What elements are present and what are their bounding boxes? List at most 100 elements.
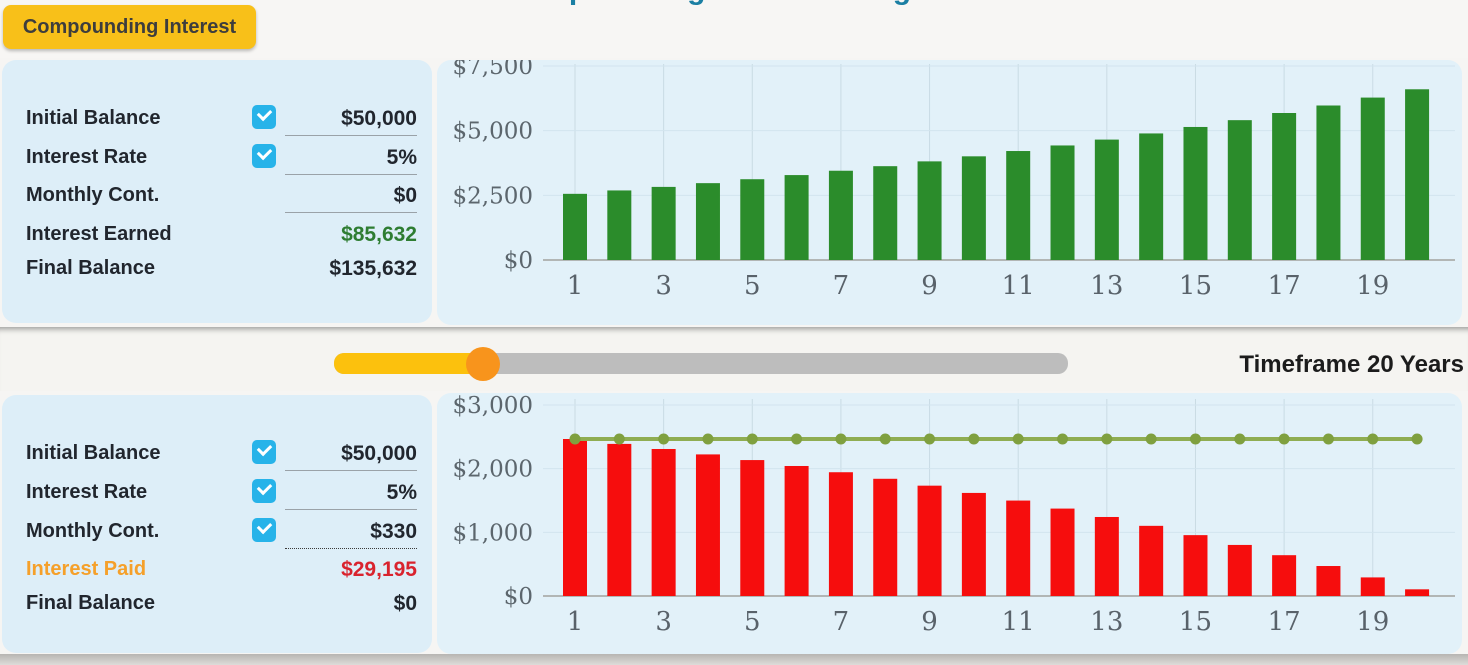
bar [1360, 577, 1385, 596]
bar [873, 478, 898, 596]
x-tick-label: 17 [1268, 607, 1301, 637]
compounding-panel: Initial Balance $50,000 Interest Rate 5%… [2, 60, 432, 323]
interest-rate-checkbox[interactable] [252, 144, 276, 168]
bar [740, 179, 765, 260]
timeframe-slider-handle[interactable] [466, 347, 500, 381]
x-tick-label: 1 [567, 607, 584, 637]
field-row-interest-earned: Interest Earned $85,632 [2, 219, 432, 253]
x-tick-label: 3 [655, 271, 672, 301]
field-row-interest-rate: Interest Rate 5% [2, 477, 432, 511]
y-tick-label: $7,500 [453, 60, 533, 80]
bar [651, 186, 676, 260]
compounding-chart: $0 $2,500 $5,000 $7,500 1 3 5 7 9 11 13 15 17 19 [437, 60, 1462, 325]
field-label: Final Balance [26, 592, 155, 614]
monthly-cont-value[interactable]: $330 [285, 516, 417, 549]
field-label: Initial Balance [26, 107, 161, 129]
x-tick-label: 9 [921, 607, 938, 637]
x-tick-label: 5 [744, 271, 761, 301]
timeframe-slider-fill [334, 353, 484, 374]
field-label: Interest Earned [26, 223, 172, 245]
y-tick-label: $1,000 [453, 520, 533, 546]
y-tick-label: $2,500 [453, 183, 533, 209]
bar [1139, 133, 1164, 260]
bar [784, 175, 809, 260]
bar [873, 166, 898, 260]
bar [1360, 97, 1385, 261]
line-marker [1101, 433, 1113, 445]
bar [1227, 120, 1252, 260]
bar [784, 465, 809, 596]
x-tick-label: 3 [655, 607, 672, 637]
line-marker [1234, 433, 1246, 445]
bar [1006, 151, 1031, 260]
line-marker [613, 433, 625, 445]
line-marker [702, 433, 714, 445]
timeframe-label: Timeframe 20 Years [1239, 351, 1464, 378]
bar [828, 472, 853, 596]
line-marker [1057, 433, 1069, 445]
initial-balance-checkbox[interactable] [252, 440, 276, 464]
x-tick-label: 13 [1090, 271, 1123, 301]
field-row-monthly-cont: Monthly Cont. $0 [2, 180, 432, 214]
line-marker [746, 433, 758, 445]
bar [695, 454, 720, 596]
field-label: Monthly Cont. [26, 520, 160, 542]
monthly-cont-checkbox[interactable] [252, 518, 276, 542]
x-tick-label: 1 [567, 271, 584, 301]
compounding-interest-button[interactable]: Compounding Interest [3, 5, 256, 49]
monthly-cont-value[interactable]: $0 [285, 180, 417, 213]
bar [1405, 89, 1430, 260]
bar [1183, 535, 1208, 596]
interest-rate-value[interactable]: 5% [285, 142, 417, 175]
bar [1183, 126, 1208, 260]
field-row-final-balance: Final Balance $135,632 [2, 253, 432, 287]
bar [1006, 500, 1031, 596]
initial-balance-checkbox[interactable] [252, 105, 276, 129]
line-marker [924, 433, 936, 445]
bar [1050, 508, 1075, 596]
bar [563, 438, 587, 596]
line-marker [1145, 433, 1157, 445]
bar [961, 156, 986, 260]
y-tick-label: $2,000 [453, 457, 533, 483]
bar [1094, 516, 1119, 596]
bar [607, 443, 632, 596]
field-row-monthly-cont: Monthly Cont. $330 [2, 516, 432, 550]
x-tick-label: 15 [1179, 271, 1212, 301]
line-marker [968, 433, 980, 445]
bar [1050, 145, 1075, 260]
field-row-initial-balance: Initial Balance $50,000 [2, 103, 432, 137]
line-marker [1189, 433, 1201, 445]
interest-paid-value: $29,195 [341, 558, 417, 581]
line-marker [791, 433, 803, 445]
final-balance-value: $135,632 [329, 257, 417, 280]
x-tick-label: 9 [921, 271, 938, 301]
line-marker [879, 433, 891, 445]
bottom-strip [0, 654, 1468, 665]
bar [961, 492, 986, 596]
interest-rate-checkbox[interactable] [252, 479, 276, 503]
x-tick-label: 11 [1002, 607, 1035, 637]
bar [917, 161, 942, 260]
x-tick-label: 15 [1179, 607, 1212, 637]
interest-earned-value: $85,632 [341, 223, 417, 246]
timeframe-slider-track[interactable] [334, 353, 1068, 374]
x-tick-label: 19 [1356, 607, 1389, 637]
amortizing-chart: $0 $1,000 $2,000 $3,000 1 3 5 7 9 11 13 15 17 19 [437, 393, 1462, 654]
x-tick-label: 7 [833, 271, 850, 301]
bar [695, 183, 720, 260]
bar [828, 170, 853, 260]
y-tick-label: $5,000 [453, 119, 533, 145]
bar [1139, 525, 1164, 596]
line-marker [1012, 433, 1024, 445]
initial-balance-value[interactable]: $50,000 [285, 103, 417, 136]
initial-balance-value[interactable]: $50,000 [285, 438, 417, 471]
x-tick-label: 11 [1002, 271, 1035, 301]
line-marker [1322, 433, 1334, 445]
field-row-interest-rate: Interest Rate 5% [2, 142, 432, 176]
line-marker [835, 433, 847, 445]
interest-rate-value[interactable]: 5% [285, 477, 417, 510]
y-tick-label: $3,000 [453, 393, 533, 419]
